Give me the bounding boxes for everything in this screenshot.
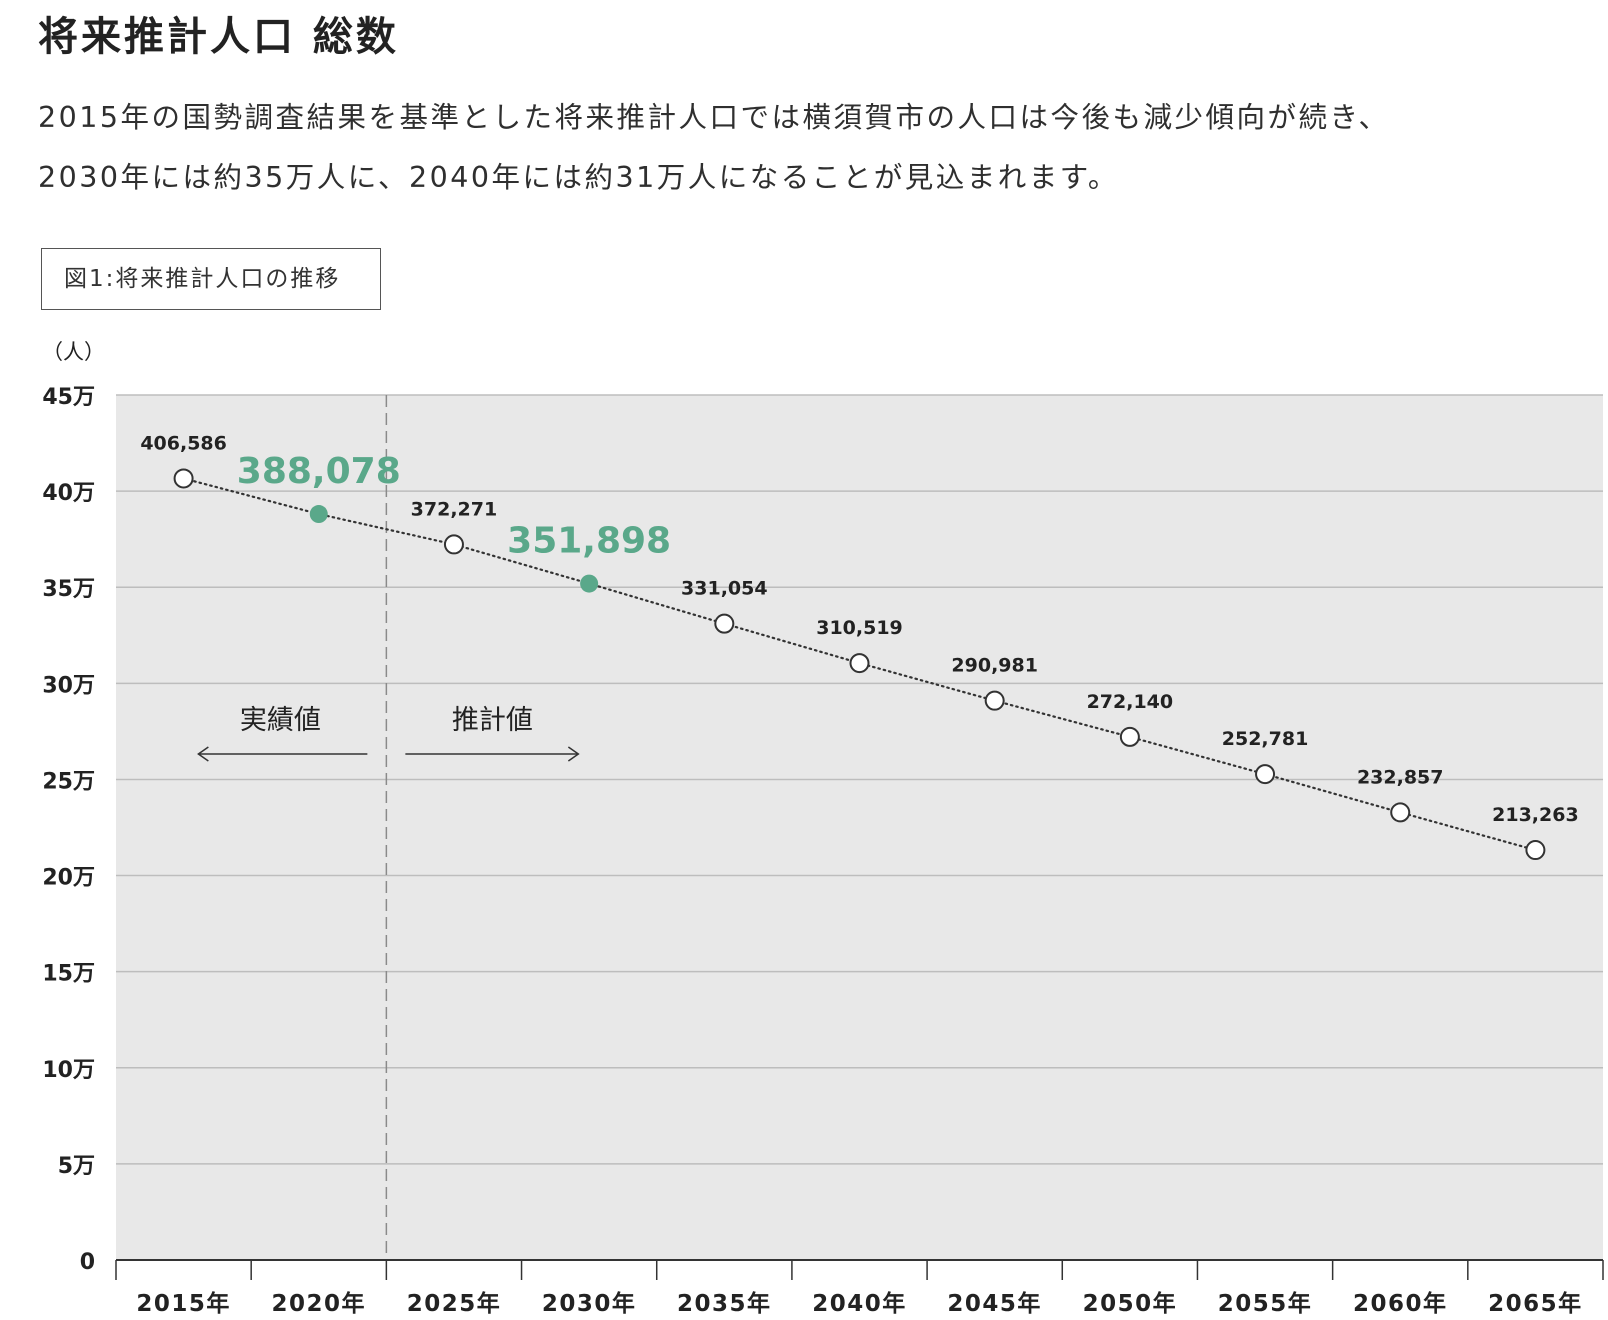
x-tick-label: 2025年	[407, 1290, 502, 1317]
grid-lines	[116, 394, 1603, 1165]
x-tick-label: 2055年	[1218, 1290, 1313, 1317]
intro-line-1: 2015年の国勢調査結果を基準とした将来推計人口では横須賀市の人口は今後も減少傾…	[38, 101, 1390, 134]
data-labels: 406,586 388,078 372,271 351,898 331,054 310,5…	[140, 432, 1578, 826]
data-label: 213,263	[1492, 804, 1579, 826]
x-tick-label: 2035年	[677, 1290, 772, 1317]
data-point	[173, 468, 194, 489]
intro-text: 2015年の国勢調査結果を基準とした将来推計人口では横須賀市の人口は今後も減少傾…	[38, 88, 1608, 208]
data-point	[714, 613, 735, 634]
data-point	[849, 653, 870, 674]
x-tick-label: 2040年	[812, 1290, 907, 1317]
x-axis: 2015年 2020年 2025年 2030年 2035年 2040年 2045年 2050年…	[115, 1259, 1604, 1317]
data-point	[443, 534, 464, 555]
y-tick-label: 10万	[42, 1058, 95, 1083]
data-label: 232,857	[1357, 766, 1444, 788]
data-point	[1119, 726, 1140, 747]
x-tick-label: 2020年	[272, 1290, 367, 1317]
data-points	[173, 468, 1546, 861]
x-tick-label: 2050年	[1083, 1290, 1178, 1317]
period-annotations: 実績値 推計値	[197, 705, 580, 762]
data-label: 406,586	[140, 432, 227, 454]
y-tick-label: 45万	[42, 385, 95, 410]
y-tick-label: 5万	[58, 1154, 95, 1179]
data-label: 310,519	[816, 617, 903, 639]
x-tick-label: 2030年	[542, 1290, 637, 1317]
data-point-highlighted	[309, 505, 328, 524]
y-tick-label: 15万	[42, 962, 95, 987]
right-arrow-head-icon	[567, 746, 580, 762]
x-tick-label: 2065年	[1488, 1290, 1583, 1317]
data-label-highlighted: 388,078	[237, 451, 401, 492]
data-label: 272,140	[1087, 691, 1174, 713]
left-arrow-head-icon	[197, 746, 209, 762]
projected-values-label: 推計値	[452, 705, 533, 736]
x-tick-label: 2045年	[947, 1290, 1042, 1317]
y-axis: 0 5万 10万 15万 20万 25万 30万 35万 40万 45万	[42, 385, 95, 1275]
data-point-highlighted	[580, 574, 599, 593]
data-label: 372,271	[411, 498, 498, 520]
data-label: 252,781	[1222, 728, 1309, 750]
y-tick-label: 20万	[42, 866, 95, 891]
data-label: 290,981	[951, 655, 1038, 677]
data-point	[1525, 840, 1546, 861]
y-tick-label: 35万	[42, 577, 95, 602]
x-tick-label: 2060年	[1353, 1290, 1448, 1317]
data-label: 331,054	[681, 578, 768, 600]
y-tick-label: 25万	[42, 769, 95, 794]
data-point	[1255, 764, 1276, 785]
y-tick-label: 0	[80, 1250, 95, 1275]
data-point	[984, 690, 1005, 711]
y-axis-unit-label: （人）	[42, 340, 105, 364]
data-label-highlighted: 351,898	[507, 521, 671, 562]
figure-caption: 図1:将来推計人口の推移	[41, 248, 381, 310]
intro-line-2: 2030年には約35万人に、2040年には約31万人になることが見込まれます。	[38, 161, 1119, 194]
x-tick-label: 2015年	[136, 1290, 231, 1317]
y-tick-label: 40万	[42, 481, 95, 506]
y-tick-label: 30万	[42, 673, 95, 698]
plot-background	[116, 395, 1603, 1260]
actual-values-label: 実績値	[240, 705, 321, 736]
page-title: 将来推計人口 総数	[38, 14, 399, 60]
data-point	[1390, 802, 1411, 823]
